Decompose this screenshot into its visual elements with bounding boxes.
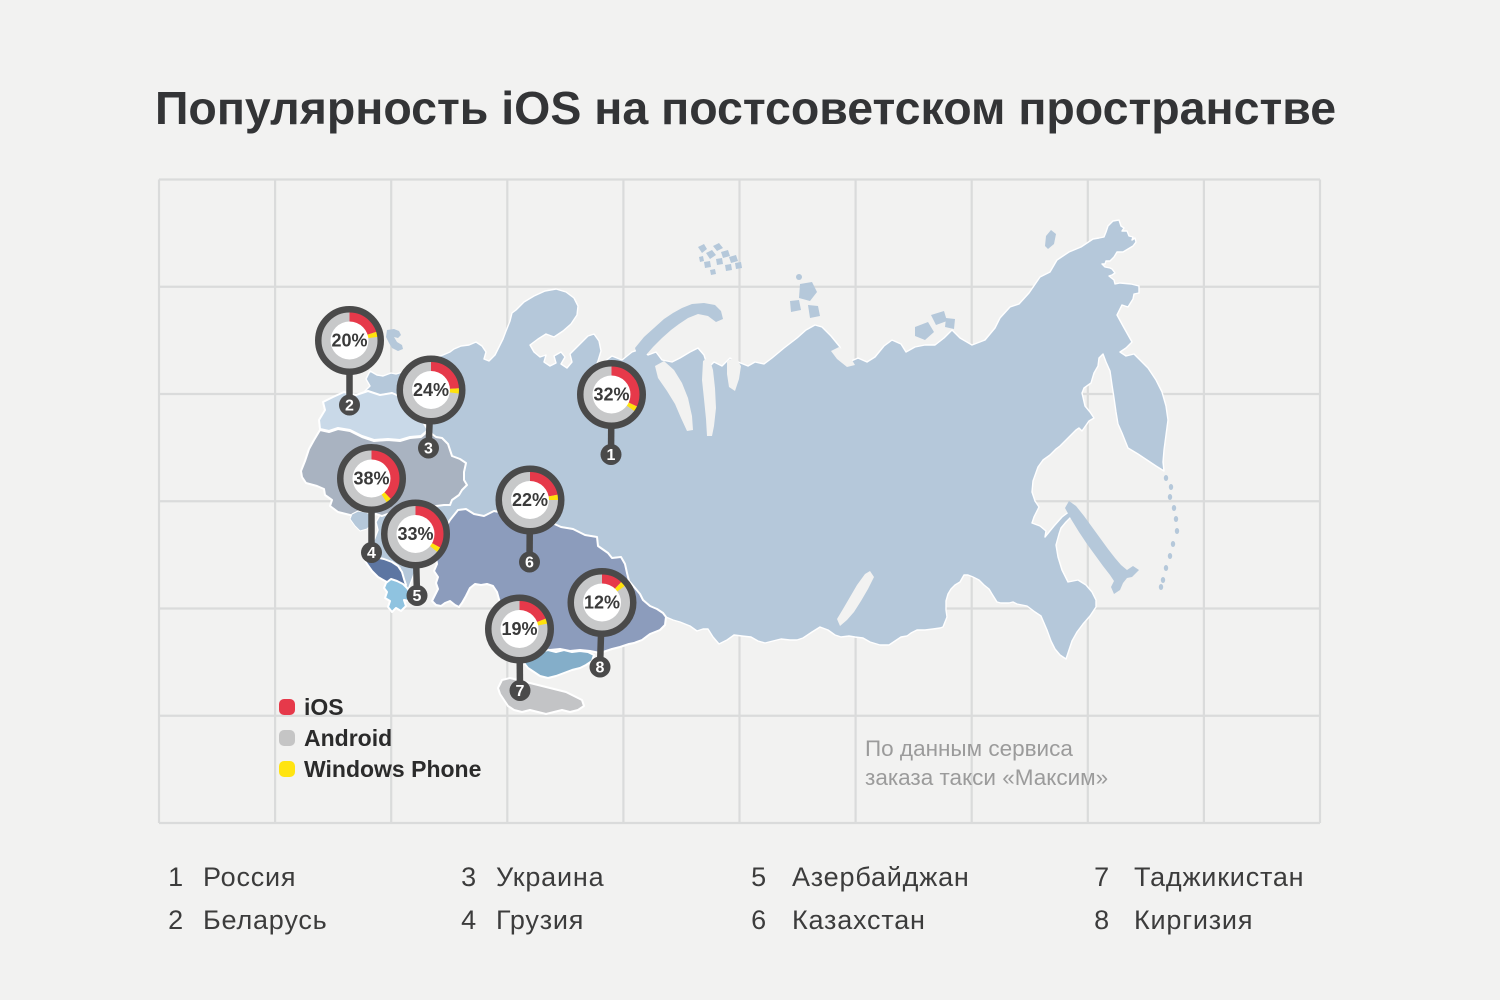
svg-text:12%: 12% — [584, 593, 620, 613]
svg-text:32%: 32% — [593, 385, 629, 405]
svg-text:6: 6 — [525, 555, 534, 572]
svg-text:7: 7 — [516, 683, 525, 700]
svg-text:2: 2 — [345, 398, 354, 415]
svg-text:4: 4 — [367, 545, 376, 562]
svg-text:19%: 19% — [501, 619, 537, 639]
svg-text:8: 8 — [596, 660, 605, 677]
svg-text:1: 1 — [607, 447, 616, 464]
svg-text:22%: 22% — [512, 490, 548, 510]
svg-text:20%: 20% — [331, 331, 367, 351]
svg-text:5: 5 — [413, 588, 422, 605]
svg-text:38%: 38% — [353, 469, 389, 489]
svg-text:33%: 33% — [397, 524, 433, 544]
svg-text:3: 3 — [424, 441, 433, 458]
svg-text:24%: 24% — [413, 380, 449, 400]
